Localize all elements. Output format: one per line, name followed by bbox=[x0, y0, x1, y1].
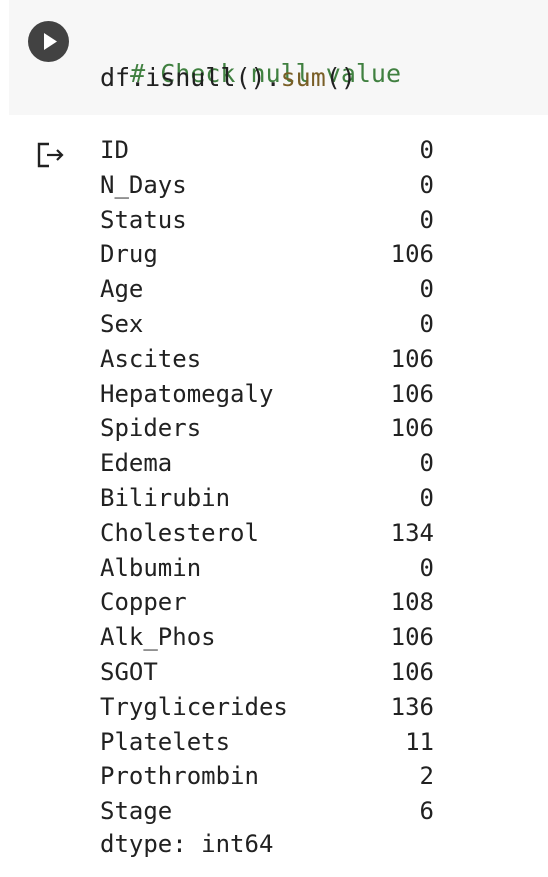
output-row: Stage 6 bbox=[100, 794, 440, 829]
output-row-count: 134 bbox=[390, 518, 434, 547]
output-row: Bilirubin 0 bbox=[100, 481, 440, 516]
output-row-name: Albumin bbox=[100, 553, 202, 582]
output-row-name: ID bbox=[100, 136, 129, 164]
output-row: Status 0 bbox=[100, 203, 440, 238]
output-row-name: Tryglicerides bbox=[100, 692, 288, 721]
output-row-count: 11 bbox=[405, 727, 434, 756]
output-row-name: Edema bbox=[100, 449, 173, 478]
output-row-count: 0 bbox=[419, 449, 434, 478]
output-row: SGOT 106 bbox=[100, 655, 440, 690]
output-row-count: 0 bbox=[419, 553, 434, 582]
output-row-name: Spiders bbox=[100, 414, 202, 443]
code-prefix: df.isnull(). bbox=[100, 63, 281, 92]
output-row-name: Stage bbox=[100, 797, 173, 826]
run-cell-button[interactable] bbox=[28, 21, 69, 62]
output-row: Platelets 11 bbox=[100, 725, 440, 760]
output-series: ID 0 N_Days 0 Status 0 Drug 106 Age 0 Sex 0 Ascites 1… bbox=[100, 133, 440, 829]
output-row: Tryglicerides 136 bbox=[100, 690, 440, 725]
output-row: Albumin 0 bbox=[100, 551, 440, 586]
output-row: Cholesterol 134 bbox=[100, 516, 440, 551]
output-dtype: dtype: int64 bbox=[100, 830, 274, 858]
play-icon bbox=[44, 33, 57, 50]
code-suffix: () bbox=[325, 63, 356, 92]
code-statement-line[interactable]: df.isnull().sum() bbox=[100, 61, 356, 95]
output-row: ID 0 bbox=[100, 133, 440, 168]
output-row: Edema 0 bbox=[100, 446, 440, 481]
output-row-name: Bilirubin bbox=[100, 483, 231, 512]
output-row-name: Ascites bbox=[100, 344, 202, 373]
code-cell[interactable] bbox=[9, 0, 548, 115]
output-row-count: 106 bbox=[390, 240, 434, 269]
output-row-name: N_Days bbox=[100, 170, 187, 199]
output-row: Prothrombin 2 bbox=[100, 759, 440, 794]
output-row-count: 106 bbox=[390, 344, 434, 373]
code-comment: # Check null value bbox=[130, 59, 402, 88]
output-row-count: 108 bbox=[390, 588, 434, 617]
output-row: N_Days 0 bbox=[100, 168, 440, 203]
output-row-name: Copper bbox=[100, 588, 187, 617]
output-row-name: Platelets bbox=[100, 727, 231, 756]
output-row-name: Hepatomegaly bbox=[100, 379, 274, 408]
output-row-count: 106 bbox=[390, 623, 434, 652]
output-row-count: 0 bbox=[419, 205, 434, 234]
code-comment-line[interactable]: # Check null value bbox=[100, 23, 401, 91]
output-row-count: 2 bbox=[419, 762, 434, 791]
output-row-count: 0 bbox=[419, 170, 434, 199]
output-row: Ascites 106 bbox=[100, 342, 440, 377]
code-function: sum bbox=[280, 63, 326, 92]
output-row-count: 136 bbox=[390, 692, 434, 721]
output-row-name: SGOT bbox=[100, 657, 158, 686]
output-row-name: Drug bbox=[100, 240, 158, 269]
output-row: Spiders 106 bbox=[100, 411, 440, 446]
output-row-count: 0 bbox=[419, 483, 434, 512]
output-row-count: 6 bbox=[419, 797, 434, 826]
output-row-count: 0 bbox=[419, 309, 434, 338]
output-row-name: Age bbox=[100, 275, 144, 304]
output-row: Sex 0 bbox=[100, 307, 440, 342]
output-row-count: 106 bbox=[390, 657, 434, 686]
output-row: Drug 106 bbox=[100, 237, 440, 272]
output-row-count: 0 bbox=[419, 136, 434, 164]
output-row-name: Alk_Phos bbox=[100, 623, 216, 652]
output-row: Age 0 bbox=[100, 272, 440, 307]
output-row-name: Cholesterol bbox=[100, 518, 259, 547]
output-row-name: Sex bbox=[100, 309, 144, 338]
output-row-count: 106 bbox=[390, 414, 434, 443]
output-row-name: Status bbox=[100, 205, 187, 234]
output-row-name: Prothrombin bbox=[100, 762, 259, 791]
output-redirect-icon[interactable] bbox=[36, 141, 68, 169]
output-row-count: 0 bbox=[419, 275, 434, 304]
output-row: Copper 108 bbox=[100, 585, 440, 620]
output-row: Alk_Phos 106 bbox=[100, 620, 440, 655]
output-row: Hepatomegaly 106 bbox=[100, 377, 440, 412]
output-row-count: 106 bbox=[390, 379, 434, 408]
